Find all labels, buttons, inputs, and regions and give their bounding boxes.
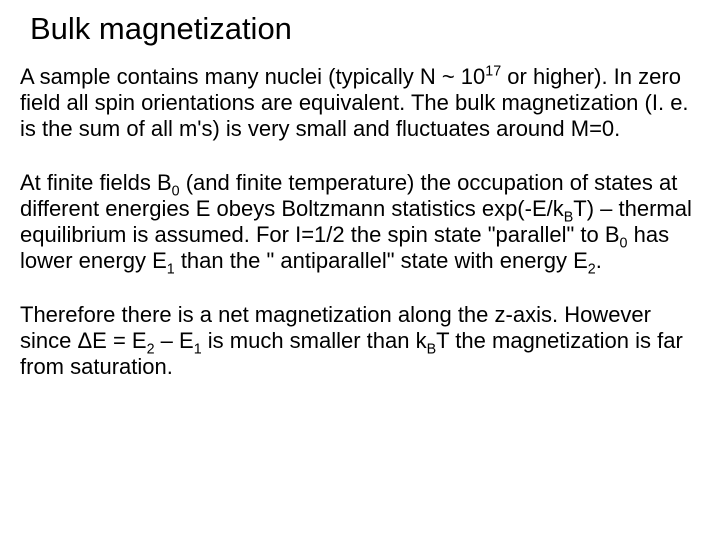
paragraph-1: A sample contains many nuclei (typically… xyxy=(20,64,700,142)
paragraph-3: Therefore there is a net magnetization a… xyxy=(20,302,700,380)
slide-title: Bulk magnetization xyxy=(30,12,700,46)
slide: Bulk magnetization A sample contains man… xyxy=(0,0,720,540)
paragraph-2: At finite fields B0 (and finite temperat… xyxy=(20,170,700,274)
